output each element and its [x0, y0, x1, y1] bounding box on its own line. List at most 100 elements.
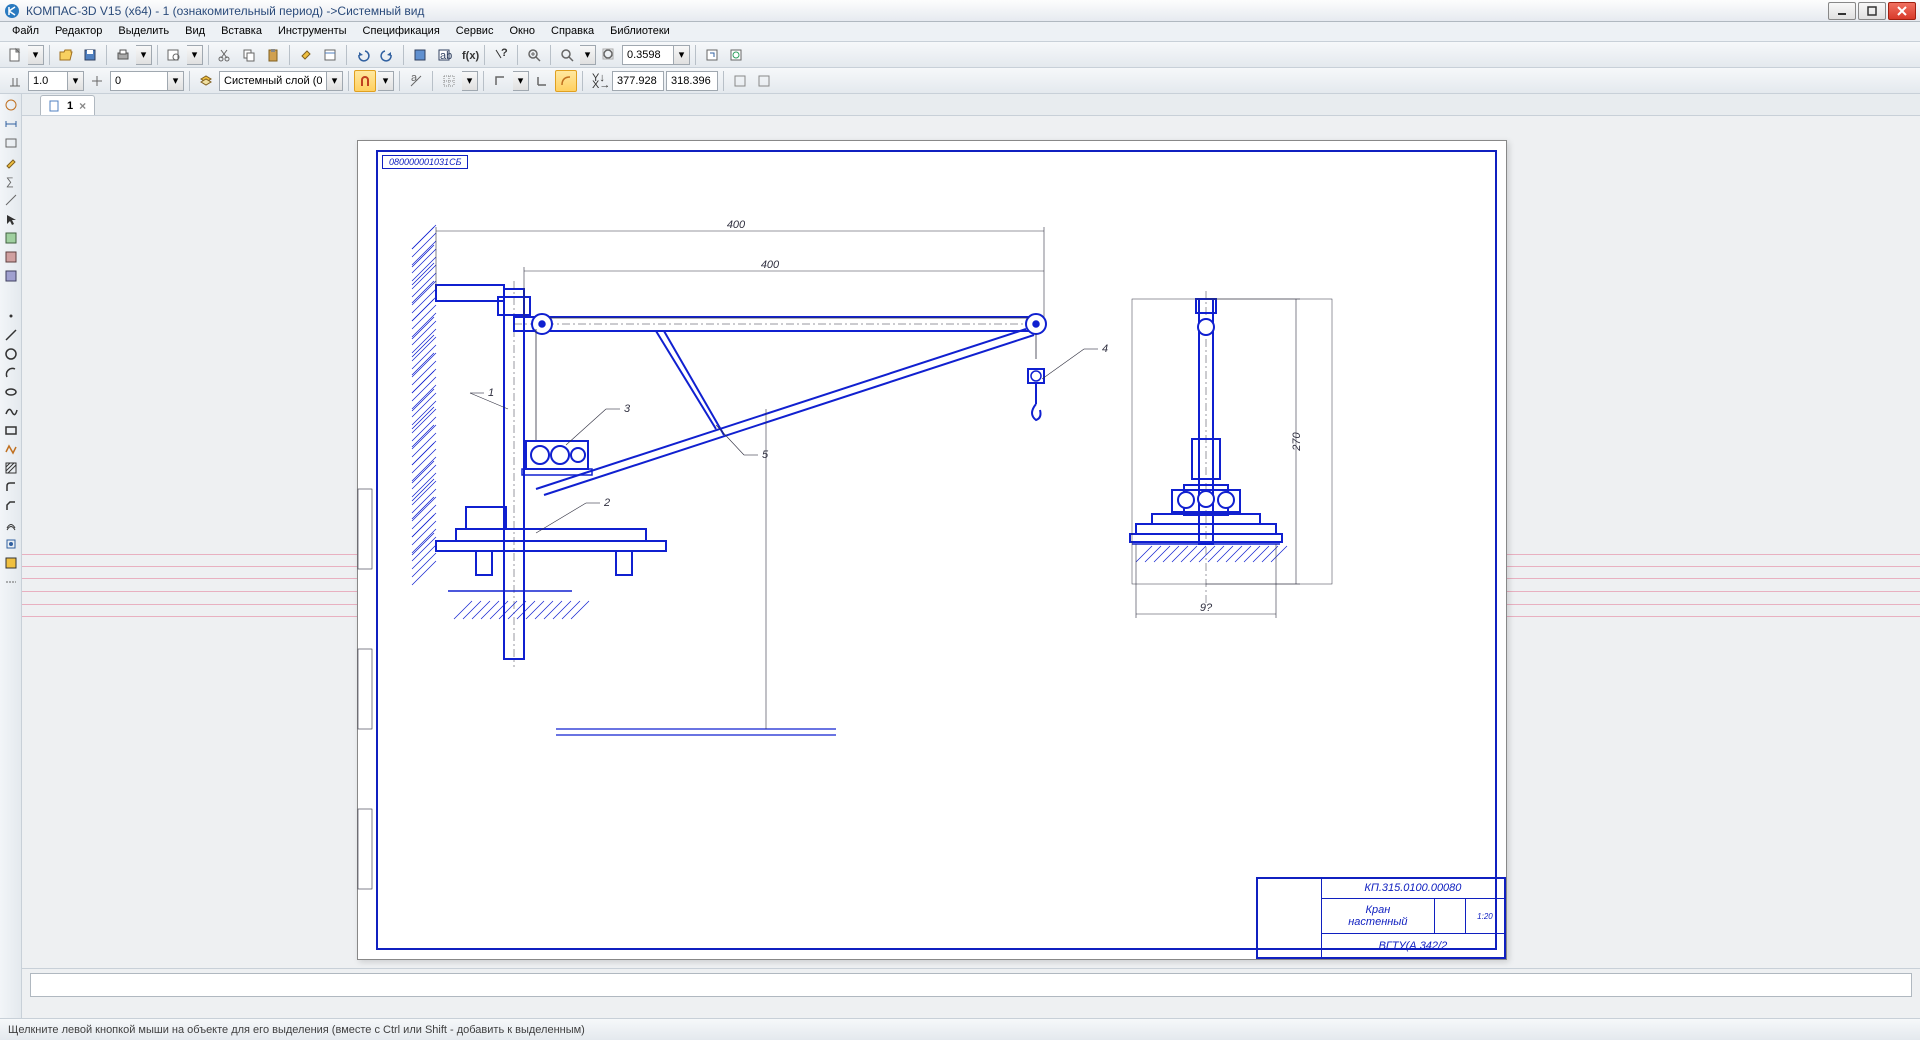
redo-button[interactable]: [376, 44, 398, 66]
param-button[interactable]: a: [405, 70, 427, 92]
close-button[interactable]: [1888, 2, 1916, 20]
report-mode-icon[interactable]: [2, 248, 20, 266]
preview-dropdown[interactable]: ▾: [187, 45, 203, 65]
coord-y-input[interactable]: [666, 71, 718, 91]
undo-button[interactable]: [352, 44, 374, 66]
fx-button[interactable]: f(x): [457, 44, 479, 66]
collect-tool-icon[interactable]: [2, 535, 20, 553]
manager-button[interactable]: [409, 44, 431, 66]
variables-button[interactable]: ab: [433, 44, 455, 66]
param-mode-icon[interactable]: ∑: [2, 172, 20, 190]
maximize-button[interactable]: [1858, 2, 1886, 20]
preview-button[interactable]: [163, 44, 185, 66]
ortho-dropdown[interactable]: ▾: [513, 71, 529, 91]
offset-dropdown[interactable]: ▾: [168, 71, 184, 91]
document-tab[interactable]: 1 ×: [40, 95, 95, 115]
tb-name1: Кран: [1324, 904, 1432, 916]
arc-tool-icon[interactable]: [2, 364, 20, 382]
offset-icon[interactable]: [86, 70, 108, 92]
ellipse-tool-icon[interactable]: [2, 383, 20, 401]
snap-toggle-button[interactable]: [354, 70, 376, 92]
scale-dropdown[interactable]: ▾: [68, 71, 84, 91]
snap-dropdown[interactable]: ▾: [378, 71, 394, 91]
menu-window[interactable]: Окно: [501, 22, 543, 41]
zoom-dropdown[interactable]: ▾: [580, 45, 596, 65]
drawing-canvas[interactable]: 080000001031СБ 400400123452709? КП.315.0…: [22, 116, 1920, 968]
line-tool-icon[interactable]: [2, 326, 20, 344]
zoom-window-button[interactable]: [556, 44, 578, 66]
menu-spec[interactable]: Спецификация: [355, 22, 448, 41]
fillet-tool-icon[interactable]: [2, 478, 20, 496]
layer-manager-button[interactable]: [195, 70, 217, 92]
new-dropdown[interactable]: ▾: [28, 45, 44, 65]
minimize-button[interactable]: [1828, 2, 1856, 20]
command-input[interactable]: [30, 973, 1912, 997]
spec-mode-icon[interactable]: [2, 229, 20, 247]
new-button[interactable]: [4, 44, 26, 66]
menu-view[interactable]: Вид: [177, 22, 213, 41]
polyline-tool-icon[interactable]: [2, 440, 20, 458]
step-button[interactable]: [4, 70, 26, 92]
zoom-in-button[interactable]: [523, 44, 545, 66]
circle-tool-icon[interactable]: [2, 345, 20, 363]
geometry-mode-icon[interactable]: [2, 96, 20, 114]
menu-file[interactable]: Файл: [4, 22, 47, 41]
cut-button[interactable]: [214, 44, 236, 66]
annotation-mode-icon[interactable]: [2, 134, 20, 152]
extra2-button[interactable]: [753, 70, 775, 92]
save-button[interactable]: [79, 44, 101, 66]
refresh-button[interactable]: [701, 44, 723, 66]
aux-tool-icon[interactable]: [2, 573, 20, 591]
paste-button[interactable]: [262, 44, 284, 66]
rebuild-button[interactable]: [725, 44, 747, 66]
coord-x-input[interactable]: [612, 71, 664, 91]
print-dropdown[interactable]: ▾: [136, 45, 152, 65]
ortho-button[interactable]: [489, 70, 511, 92]
zoom-value-input[interactable]: [622, 45, 674, 65]
svg-text:4: 4: [1102, 343, 1108, 355]
equid-tool-icon[interactable]: [2, 554, 20, 572]
layer-dropdown[interactable]: ▾: [327, 71, 343, 91]
menu-select[interactable]: Выделить: [110, 22, 177, 41]
properties-button[interactable]: [319, 44, 341, 66]
spline-tool-icon[interactable]: [2, 402, 20, 420]
grid-dropdown[interactable]: ▾: [462, 71, 478, 91]
canvas-area: 1 × 080000001031СБ 400400123452709? КП.3…: [22, 94, 1920, 1018]
format-brush-button[interactable]: [295, 44, 317, 66]
title-block: КП.315.0100.00080 Кран настенный 1:20 ВГ…: [1256, 877, 1506, 959]
rect-tool-icon[interactable]: [2, 421, 20, 439]
open-button[interactable]: [55, 44, 77, 66]
layer-combo[interactable]: [219, 71, 327, 91]
menu-service[interactable]: Сервис: [448, 22, 502, 41]
menu-editor[interactable]: Редактор: [47, 22, 110, 41]
grid-button[interactable]: [438, 70, 460, 92]
menu-insert[interactable]: Вставка: [213, 22, 270, 41]
copy-button[interactable]: [238, 44, 260, 66]
point-tool-icon[interactable]: [2, 307, 20, 325]
menu-help[interactable]: Справка: [543, 22, 602, 41]
close-tab-icon[interactable]: ×: [79, 99, 86, 113]
document-tabs: 1 ×: [22, 94, 1920, 116]
round-button[interactable]: [555, 70, 577, 92]
offset-input[interactable]: [110, 71, 168, 91]
hatch-tool-icon[interactable]: [2, 459, 20, 477]
compact-panel: ∑: [0, 94, 22, 1018]
dimension-mode-icon[interactable]: [2, 115, 20, 133]
menu-tools[interactable]: Инструменты: [270, 22, 355, 41]
edit-mode-icon[interactable]: [2, 153, 20, 171]
local-cs-button[interactable]: [531, 70, 553, 92]
tb-code: КП.315.0100.00080: [1321, 879, 1504, 899]
zoom-value-dropdown[interactable]: ▾: [674, 45, 690, 65]
menubar: Файл Редактор Выделить Вид Вставка Инстр…: [0, 22, 1920, 42]
print-button[interactable]: [112, 44, 134, 66]
menu-libs[interactable]: Библиотеки: [602, 22, 678, 41]
extra1-button[interactable]: [729, 70, 751, 92]
offset-tool-icon[interactable]: [2, 516, 20, 534]
zoom-fit-button[interactable]: [598, 44, 620, 66]
help-context-button[interactable]: ?: [490, 44, 512, 66]
scale-input[interactable]: [28, 71, 68, 91]
views-mode-icon[interactable]: [2, 267, 20, 285]
select-mode-icon[interactable]: [2, 210, 20, 228]
measure-mode-icon[interactable]: [2, 191, 20, 209]
chamfer-tool-icon[interactable]: [2, 497, 20, 515]
